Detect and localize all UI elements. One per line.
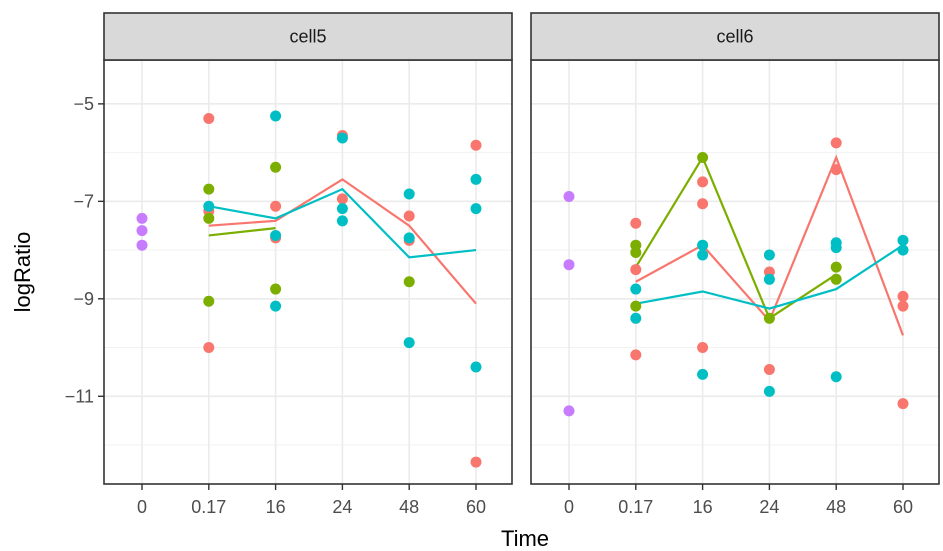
panel-background	[531, 60, 939, 484]
data-point-red	[897, 300, 909, 312]
data-point-red	[763, 363, 775, 375]
x-tick-label: 60	[466, 497, 486, 517]
x-tick-label: 0	[564, 497, 574, 517]
strip-background	[530, 12, 940, 61]
data-point-green	[203, 212, 215, 224]
data-point-cyan	[270, 229, 282, 241]
y-axis-title: logRatio	[10, 232, 35, 313]
data-point-purple	[136, 239, 148, 251]
data-point-cyan	[336, 203, 348, 215]
data-point-cyan	[830, 371, 842, 383]
data-point-red	[630, 217, 642, 229]
series-line-cyan	[635, 244, 904, 310]
data-point-cyan	[897, 244, 909, 256]
data-point-green	[270, 161, 282, 173]
data-point-purple	[563, 405, 575, 417]
data-point-cyan	[403, 188, 415, 200]
data-point-green	[697, 151, 709, 163]
data-point-cyan	[403, 337, 415, 349]
series-line-green	[634, 155, 837, 320]
data-point-red	[630, 264, 642, 276]
x-tick-label: 16	[693, 497, 713, 517]
y-tick-label: −5	[73, 94, 94, 114]
data-point-red	[897, 290, 909, 302]
x-tick-label: 48	[399, 497, 419, 517]
data-point-green	[830, 261, 842, 273]
data-point-cyan	[470, 361, 482, 373]
data-point-green	[630, 300, 642, 312]
strip-label: cell6	[716, 27, 753, 47]
data-point-green	[203, 295, 215, 307]
data-point-red	[697, 176, 709, 188]
strip-background	[103, 12, 513, 61]
series-line-cyan	[208, 187, 477, 259]
data-point-cyan	[630, 312, 642, 324]
data-point-red	[897, 398, 909, 410]
data-point-green	[270, 283, 282, 295]
x-tick-label: 24	[332, 497, 352, 517]
data-point-red	[830, 137, 842, 149]
data-point-purple	[563, 190, 575, 202]
y-axis: −5 −7 −9 −11	[65, 94, 104, 406]
data-point-cyan	[897, 234, 909, 246]
panel-cell6: cell6 0 0.17 16 24 48 60	[530, 12, 940, 517]
x-tick-label: 48	[826, 497, 846, 517]
data-point-red	[830, 164, 842, 176]
x-tick-label: 0	[137, 497, 147, 517]
x-tick-label: 24	[759, 497, 779, 517]
data-point-cyan	[470, 173, 482, 185]
x-tick-label: 0.17	[191, 497, 226, 517]
series-line-green	[208, 227, 276, 237]
data-point-cyan	[697, 249, 709, 261]
data-point-green	[203, 183, 215, 195]
y-tick-label: −7	[73, 191, 94, 211]
series-line-red	[208, 178, 477, 305]
strip-label: cell5	[289, 27, 326, 47]
data-point-cyan	[763, 249, 775, 261]
data-point-purple	[136, 212, 148, 224]
panel-background	[104, 60, 512, 484]
data-point-green	[403, 276, 415, 288]
data-point-cyan	[270, 110, 282, 122]
data-point-green	[763, 312, 775, 324]
data-point-red	[403, 210, 415, 222]
chart-panels: cell5 0 0.17 16 24 48 60 cell6 0 0.17 16 24 48 60	[103, 12, 940, 517]
x-tick-label: 60	[893, 497, 913, 517]
data-point-red	[336, 193, 348, 205]
data-point-red	[270, 200, 282, 212]
data-point-cyan	[336, 132, 348, 144]
data-point-cyan	[697, 368, 709, 380]
data-point-red	[630, 349, 642, 361]
data-point-green	[830, 273, 842, 285]
data-point-cyan	[203, 200, 215, 212]
data-point-purple	[136, 225, 148, 237]
x-tick-label: 0.17	[618, 497, 653, 517]
data-point-red	[470, 139, 482, 151]
panel-cell5: cell5 0 0.17 16 24 48 60	[103, 12, 513, 517]
y-tick-label: −9	[73, 289, 94, 309]
data-point-red	[203, 342, 215, 354]
data-point-cyan	[336, 215, 348, 227]
data-point-cyan	[697, 239, 709, 251]
x-tick-label: 16	[266, 497, 286, 517]
data-point-red	[470, 456, 482, 468]
data-point-red	[203, 112, 215, 124]
data-point-green	[630, 247, 642, 259]
y-tick-label: −11	[65, 386, 94, 406]
data-point-cyan	[830, 242, 842, 254]
data-point-cyan	[470, 203, 482, 215]
data-point-cyan	[403, 232, 415, 244]
data-point-red	[697, 342, 709, 354]
data-point-cyan	[270, 300, 282, 312]
data-point-cyan	[763, 273, 775, 285]
x-axis-title: Time	[501, 526, 549, 551]
data-point-cyan	[763, 385, 775, 397]
data-point-cyan	[630, 283, 642, 295]
data-point-red	[697, 198, 709, 210]
data-point-purple	[563, 259, 575, 271]
